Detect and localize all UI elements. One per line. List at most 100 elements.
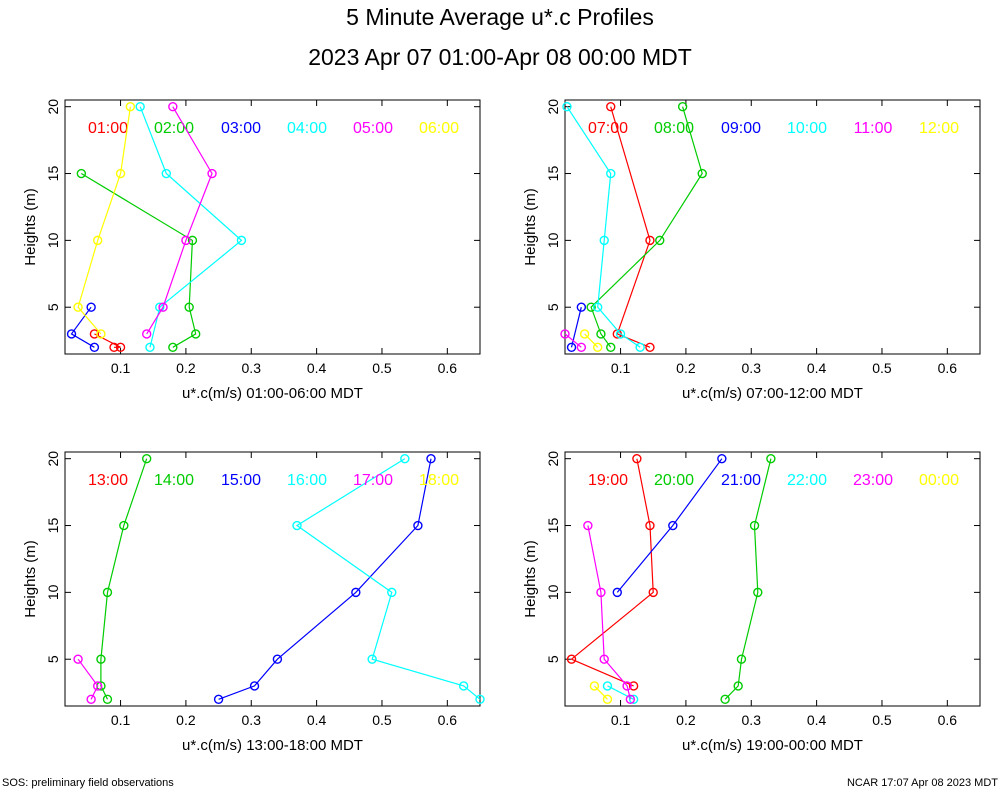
x-tick-label: 0.2: [176, 360, 196, 376]
series-line-08:00: [590, 106, 703, 348]
legend-entry-08:00: 08:00: [654, 120, 694, 137]
data-point-14:00: [102, 694, 113, 705]
data-point-17:00: [92, 681, 103, 691]
data-point-07:00: [645, 235, 655, 246]
x-tick-label: 0.6: [938, 360, 958, 376]
data-point-02:00: [191, 329, 201, 339]
y-axis-label: Heights (m): [22, 540, 39, 618]
y-tick-label: 5: [545, 303, 561, 311]
data-point-06:00: [96, 329, 106, 339]
data-point-09:00: [566, 342, 577, 353]
x-tick-label: 0.1: [111, 712, 131, 728]
data-point-10:00: [592, 302, 603, 312]
panel-1: 0.1 0.2 0.3 0.4 0.5 0.6 5 10 15 20 u*.c(m/s) 01:00…: [22, 99, 481, 402]
footer-note: SOS: preliminary field observations: [2, 777, 174, 789]
legend-entry-13:00: 13:00: [88, 472, 128, 489]
legend-entry-06:00: 06:00: [419, 120, 459, 137]
data-point-00:00: [602, 694, 613, 705]
legend-entry-09:00: 09:00: [721, 120, 761, 137]
y-tick-label: 15: [545, 518, 561, 534]
data-point-04:00: [161, 168, 171, 179]
y-tick-label: 5: [45, 655, 61, 663]
data-point-08:00: [586, 302, 596, 312]
x-axis-label: u*.c(m/s) 19:00-00:00 MDT: [682, 737, 863, 754]
plot-frame: [64, 99, 481, 355]
data-point-16:00: [387, 587, 397, 598]
data-point-14:00: [141, 453, 152, 464]
series-line-07:00: [610, 106, 651, 348]
y-axis-label: Heights (m): [522, 188, 539, 266]
series-line-09:00: [570, 307, 582, 348]
data-point-14:00: [119, 520, 129, 531]
data-point-23:00: [596, 587, 606, 598]
x-tick-label: 0.2: [676, 712, 696, 728]
x-tick-label: 0.5: [372, 360, 392, 376]
data-point-11:00: [560, 329, 570, 339]
legend-entry-01:00: 01:00: [88, 120, 128, 137]
data-point-23:00: [622, 681, 632, 691]
panel-2: 0.1 0.2 0.3 0.4 0.5 0.6 5 10 15 20 u*.c(m/s) 07:00…: [522, 99, 981, 402]
y-tick-label: 15: [45, 518, 61, 534]
x-tick-label: 0.5: [872, 360, 892, 376]
data-point-11:00: [576, 342, 587, 353]
y-axis-label: Heights (m): [22, 188, 39, 266]
data-point-19:00: [632, 453, 642, 464]
data-point-03:00: [86, 302, 96, 312]
series-line-17:00: [77, 658, 99, 700]
data-point-23:00: [599, 654, 609, 664]
x-axis-label: u*.c(m/s) 13:00-18:00 MDT: [182, 737, 363, 754]
data-point-05:00: [181, 235, 191, 246]
data-point-23:00: [625, 694, 636, 705]
x-axis-label: u*.c(m/s) 07:00-12:00 MDT: [682, 385, 863, 402]
data-point-06:00: [73, 302, 83, 312]
plot-frame: [564, 451, 981, 707]
data-point-01:00: [89, 329, 100, 339]
x-tick-label: 0.3: [742, 712, 762, 728]
legend-entry-19:00: 19:00: [588, 472, 628, 489]
legend-entry-00:00: 00:00: [919, 472, 959, 489]
data-point-16:00: [458, 681, 469, 691]
data-point-02:00: [168, 342, 178, 353]
x-tick-label: 0.4: [807, 360, 827, 376]
legend-entry-07:00: 07:00: [588, 120, 628, 137]
data-point-05:00: [207, 168, 217, 179]
panel-3: 0.1 0.2 0.3 0.4 0.5 0.6 5 10 15 20 u*.c(m/s) 13:00…: [22, 451, 485, 754]
data-point-01:00: [109, 342, 119, 353]
y-tick-label: 15: [45, 166, 61, 182]
legend-entry-20:00: 20:00: [654, 472, 694, 489]
data-point-17:00: [73, 654, 83, 664]
y-axis-label: Heights (m): [522, 540, 539, 618]
data-point-14:00: [96, 654, 106, 664]
y-tick-label: 10: [45, 584, 61, 600]
x-tick-label: 0.6: [438, 360, 458, 376]
data-point-08:00: [596, 329, 606, 339]
x-tick-label: 0.4: [807, 712, 827, 728]
data-point-09:00: [576, 302, 587, 312]
data-point-02:00: [187, 235, 198, 246]
data-point-05:00: [168, 101, 178, 112]
chart-subtitle: 2023 Apr 07 01:00-Apr 08 00:00 MDT: [308, 44, 692, 70]
legend-entry-12:00: 12:00: [919, 120, 959, 137]
data-point-00:00: [589, 681, 600, 691]
data-point-08:00: [606, 342, 616, 353]
x-tick-label: 0.3: [242, 712, 262, 728]
x-tick-label: 0.3: [742, 360, 762, 376]
plot-frame: [64, 451, 481, 707]
data-point-06:00: [125, 101, 136, 112]
data-point-15:00: [351, 587, 361, 598]
data-point-16:00: [292, 520, 302, 531]
data-point-03:00: [66, 329, 77, 339]
x-axis-label: u*.c(m/s) 01:00-06:00 MDT: [182, 385, 363, 402]
series-line-05:00: [146, 106, 213, 335]
y-tick-label: 20: [545, 451, 561, 467]
data-point-06:00: [115, 168, 126, 179]
data-point-19:00: [645, 520, 655, 531]
data-point-20:00: [753, 587, 763, 598]
data-point-04:00: [236, 235, 247, 246]
data-point-08:00: [697, 168, 707, 179]
y-tick-label: 20: [545, 99, 561, 115]
data-point-12:00: [592, 342, 603, 353]
data-point-19:00: [648, 587, 658, 598]
data-point-06:00: [92, 235, 103, 246]
data-point-16:00: [400, 453, 410, 464]
